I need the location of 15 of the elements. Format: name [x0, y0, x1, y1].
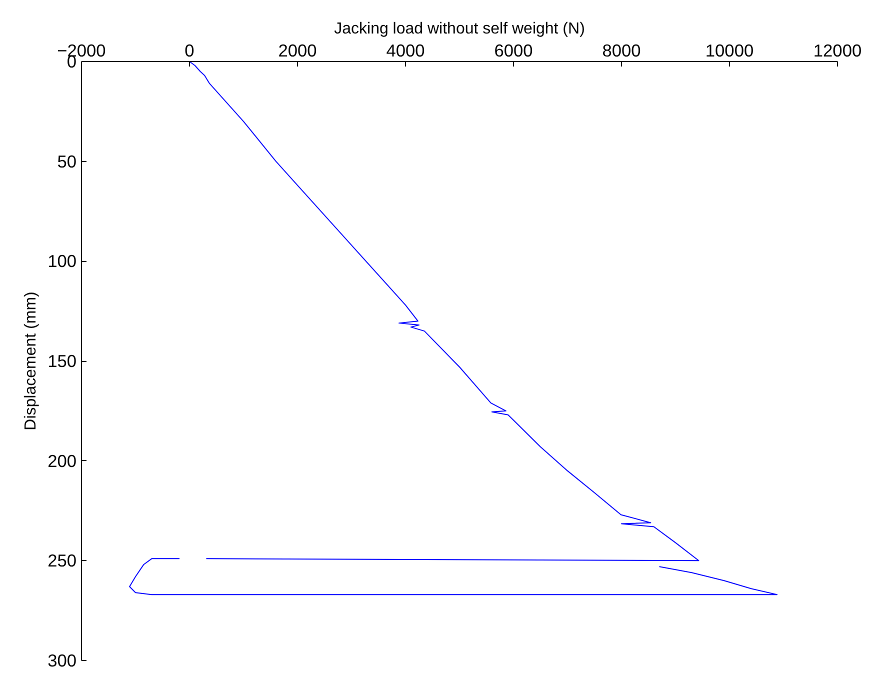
- y-tick-label: 200: [48, 450, 77, 471]
- y-axis-title: Displacement (mm): [22, 292, 40, 430]
- x-tick-label: 6000: [494, 40, 533, 60]
- y-tick-label: 100: [48, 251, 77, 272]
- x-tick-label: 0: [184, 40, 194, 60]
- x-tick-label: 10000: [705, 40, 754, 60]
- y-tick-label: 150: [48, 351, 77, 371]
- x-tick-label: 2000: [278, 40, 317, 60]
- y-tick-label: 250: [48, 550, 77, 571]
- y-tick-label: 300: [48, 650, 77, 670]
- y-tick-label: 50: [57, 151, 77, 172]
- x-tick-label: 12000: [813, 40, 862, 60]
- x-tick-label: 4000: [386, 40, 425, 60]
- x-tick-label: 8000: [602, 40, 641, 60]
- x-axis-title: Jacking load without self weight (N): [334, 20, 585, 38]
